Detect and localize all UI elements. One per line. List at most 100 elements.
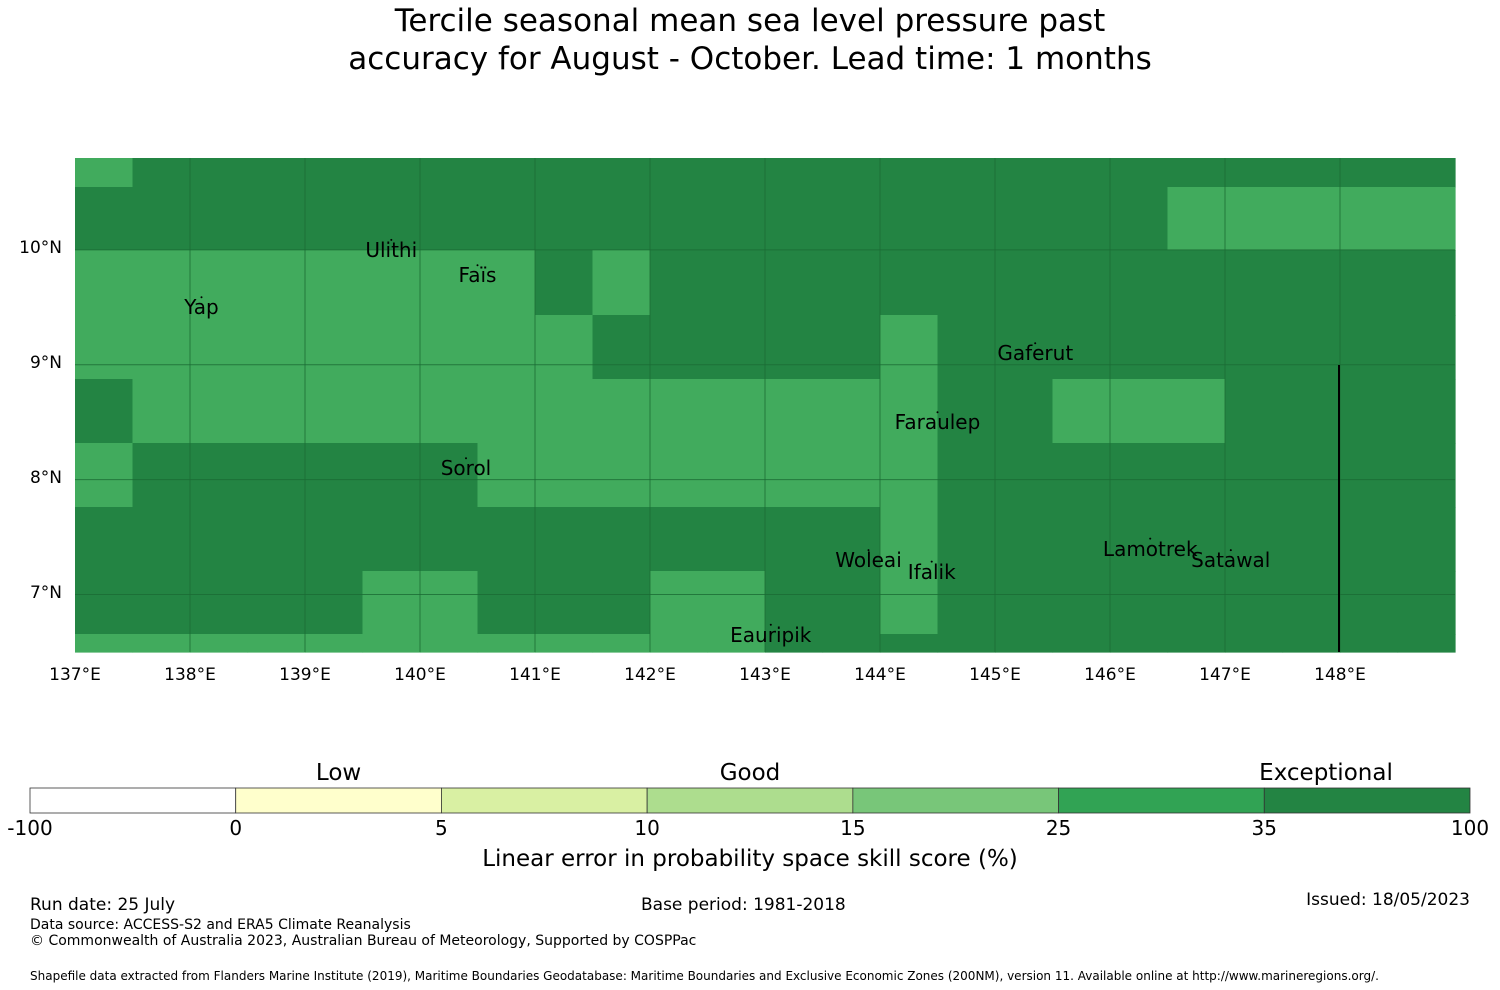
grid-cell	[880, 634, 939, 653]
grid-cell	[305, 634, 364, 653]
grid-cell	[1167, 571, 1226, 635]
grid-cell	[1340, 379, 1399, 444]
run-date: Run date: 25 July	[30, 895, 176, 915]
grid-cell	[707, 507, 766, 572]
grid-cell	[1397, 158, 1456, 188]
data-source: Data source: ACCESS-S2 and ERA5 Climate …	[30, 917, 411, 933]
grid-cell	[1282, 315, 1341, 380]
place-label: Satawal	[1191, 548, 1271, 573]
grid-cell	[995, 443, 1054, 508]
grid-cell	[1167, 187, 1226, 251]
island-marker	[1149, 537, 1152, 540]
grid-cell	[707, 571, 766, 635]
grid-cell	[477, 187, 536, 251]
issued-date: Issued: 18/05/2023	[1306, 890, 1470, 910]
island-marker	[200, 296, 203, 299]
grid-cell	[822, 571, 881, 635]
grid-cell	[305, 507, 364, 572]
colorbar-segment	[1058, 787, 1265, 814]
grid-cell	[1282, 250, 1341, 316]
skill-grid	[75, 158, 1456, 653]
place-label: Faraulep	[894, 410, 981, 435]
grid-cell	[650, 315, 709, 380]
grid-cell	[477, 379, 536, 444]
place-label: Lamotrek	[1102, 536, 1198, 561]
grid-cell	[995, 315, 1054, 380]
grid-cell	[1282, 571, 1341, 635]
grid-cell	[822, 187, 881, 251]
skill-score-map	[75, 158, 1456, 653]
grid-cell	[592, 315, 651, 380]
colorbar-tick-label: 10	[634, 816, 660, 840]
grid-cell	[190, 571, 249, 635]
grid-cell	[1225, 379, 1284, 444]
place-label: Ifalik	[907, 559, 956, 584]
grid-cell	[535, 634, 594, 653]
grid-cell	[1340, 443, 1399, 508]
grid-cell	[362, 315, 421, 380]
island-marker	[930, 560, 933, 563]
grid-cell	[1340, 315, 1399, 380]
grid-cell	[1225, 315, 1284, 380]
grid-cell	[190, 507, 249, 572]
grid-cell	[1225, 158, 1284, 188]
grid-cell	[937, 571, 996, 635]
grid-cell	[880, 379, 939, 444]
place-label: Yap	[184, 295, 219, 320]
colorbar-label: Linear error in probability space skill …	[482, 846, 1018, 872]
grid-cell	[1397, 187, 1456, 251]
latitude-tick-label: 9°N	[29, 352, 62, 373]
longitude-tick-label: 140°E	[394, 665, 446, 685]
grid-cell	[765, 187, 824, 251]
grid-cell	[1167, 158, 1226, 188]
grid-cell	[822, 315, 881, 380]
shapefile-credit: Shapefile data extracted from Flanders M…	[30, 969, 1379, 983]
grid-cell	[1110, 158, 1169, 188]
colorbar-tick-label: 15	[840, 816, 866, 840]
longitude-tick-label: 148°E	[1314, 665, 1366, 685]
place-label: Ulithi	[365, 237, 418, 262]
grid-cell	[650, 158, 709, 188]
grid-cell	[1340, 571, 1399, 635]
longitude-tick-label: 145°E	[969, 665, 1021, 685]
grid-cell	[132, 443, 191, 508]
grid-cell	[190, 379, 249, 444]
longitude-tick-label: 139°E	[279, 665, 331, 685]
grid-cell	[1282, 187, 1341, 251]
grid-cell	[765, 443, 824, 508]
grid-cell	[1110, 379, 1169, 444]
grid-cell	[1282, 379, 1341, 444]
grid-cell	[880, 158, 939, 188]
grid-cell	[420, 379, 479, 444]
grid-cell	[592, 250, 651, 316]
grid-cell	[1110, 315, 1169, 380]
graticule	[75, 158, 1455, 652]
grid-cell	[1052, 634, 1111, 653]
grid-cell	[362, 250, 421, 316]
grid-cell	[592, 571, 651, 635]
grid-cell	[132, 158, 191, 188]
grid-cell	[247, 187, 306, 251]
grid-cell	[1340, 507, 1399, 572]
grid-cell	[937, 443, 996, 508]
longitude-tick-label: 137°E	[49, 665, 101, 685]
grid-cell	[880, 315, 939, 380]
grid-cell	[1052, 571, 1111, 635]
grid-cell	[1110, 571, 1169, 635]
grid-cell	[592, 443, 651, 508]
colorbar-tick-label: 35	[1251, 816, 1277, 840]
grid-cell	[937, 315, 996, 380]
grid-cell	[1397, 379, 1456, 444]
grid-cell	[880, 507, 939, 572]
island-marker	[769, 623, 772, 626]
grid-cell	[822, 443, 881, 508]
grid-cell	[132, 315, 191, 380]
grid-cell	[822, 158, 881, 188]
grid-cell	[132, 250, 191, 316]
grid-cell	[305, 187, 364, 251]
grid-cell	[765, 379, 824, 444]
grid-cell	[707, 634, 766, 653]
grid-cell	[880, 187, 939, 251]
base-period: Base period: 1981-2018	[641, 895, 846, 915]
grid-cell	[650, 634, 709, 653]
